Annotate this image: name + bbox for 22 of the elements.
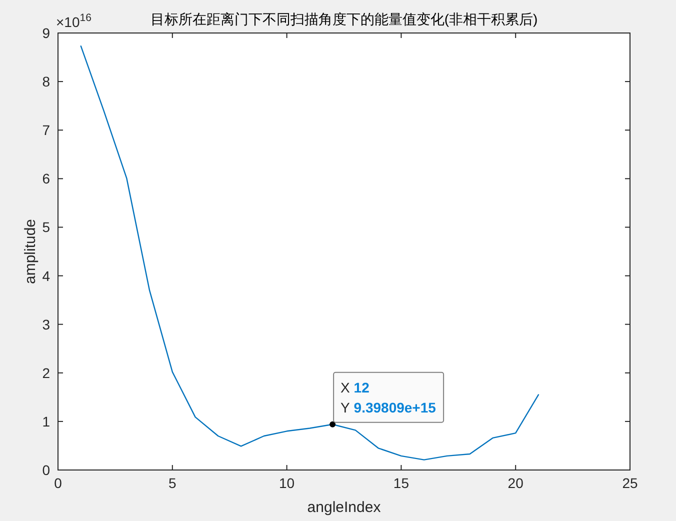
y-tick-label: 9 xyxy=(42,25,50,41)
x-tick-label: 0 xyxy=(54,475,62,491)
y-tick-label: 8 xyxy=(42,74,50,90)
x-tick-label: 10 xyxy=(279,475,295,491)
y-tick-label: 2 xyxy=(42,364,50,381)
x-tick-label: 5 xyxy=(168,475,176,491)
y-tick-label: 6 xyxy=(42,170,50,187)
y-tick-label: 0 xyxy=(42,462,50,478)
y-axis-title: amplitude xyxy=(22,218,39,284)
y-tick-label: 4 xyxy=(42,268,50,284)
text: ×10$^{16}$ xyxy=(56,12,92,30)
y-tick-label: 5 xyxy=(42,219,50,236)
x-tick-label: 20 xyxy=(508,475,524,491)
y-tick-label: 1 xyxy=(42,413,50,430)
y-tick-label: 3 xyxy=(42,316,50,332)
chart-title: 目标所在距离门下不同扫描角度下的能量值变化(非相干积累后) xyxy=(150,11,538,27)
y-tick-label: 7 xyxy=(42,122,50,138)
x-tick-label: 15 xyxy=(393,475,410,491)
x-tick-label: 25 xyxy=(622,475,638,491)
line-series xyxy=(80,46,540,460)
x-axis-title: angleIndex xyxy=(307,499,382,516)
annotation: X 12 Y 9.39809e+15 xyxy=(340,379,436,416)
